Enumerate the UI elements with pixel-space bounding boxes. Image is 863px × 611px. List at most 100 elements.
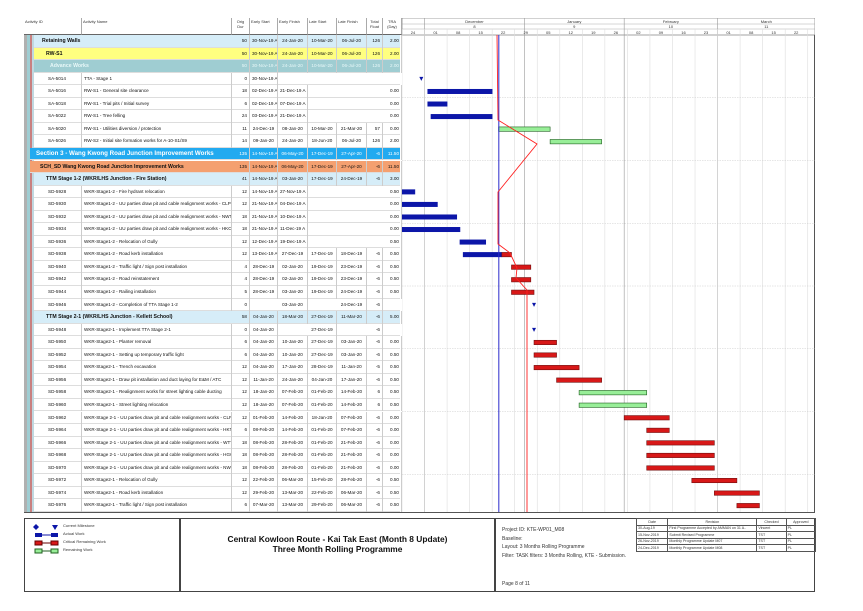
cell-tra: 0.00 (383, 436, 402, 450)
revision-header-row: Date Revision Checked Approved (635, 518, 817, 526)
cell-es: 21-Nov-19 A (250, 210, 278, 224)
cell-ef: 02-Jan-20 (278, 273, 308, 286)
activity-row[interactable] (34, 348, 400, 362)
cell-ef: 21-Dec-19 A (278, 85, 308, 98)
cell-tra: 0.50 (383, 373, 402, 387)
column-header-dur[interactable]: Orig Dur (232, 18, 250, 35)
activity-row[interactable] (34, 223, 400, 236)
activity-row[interactable] (34, 260, 400, 274)
critical-remaining-bar (736, 503, 760, 509)
cell-dur: 24 (232, 110, 250, 123)
column-header-lf[interactable]: Late Finish (337, 18, 367, 35)
cell-lf: 06-Jul-20 (337, 35, 367, 48)
remaining-work-bar (578, 402, 648, 408)
activity-row[interactable] (34, 411, 400, 425)
cell-tra: 0.00 (383, 449, 402, 462)
cell-tra: 2.00 (383, 135, 402, 148)
cell-ls: 10-Mar-20 (308, 60, 337, 73)
activity-row[interactable] (34, 198, 400, 211)
revision-row-empty (637, 577, 816, 584)
cell-es: 21-Nov-19 A (250, 223, 278, 236)
cell-es: 08-Feb-20 (250, 449, 278, 462)
column-header-ef[interactable]: Early Finish (278, 18, 308, 35)
activity-row[interactable] (34, 361, 400, 374)
cell-ls: 27-Dec-19 (308, 323, 337, 337)
cell-dur: 6 (232, 499, 250, 512)
cell-dur: 6 (232, 336, 250, 349)
cell-tf: 126 (367, 47, 383, 61)
week-label: 22 (794, 30, 799, 35)
cell-tra: 0.50 (383, 386, 402, 399)
activity-row[interactable] (34, 235, 400, 249)
activity-row[interactable] (34, 373, 400, 387)
cell-ls: 01-Feb-20 (308, 398, 337, 412)
cell-tra: 3.00 (383, 173, 402, 186)
wbs-summary-row[interactable] (34, 47, 400, 61)
cell-tf: -6 (367, 173, 383, 186)
activity-row[interactable] (34, 436, 400, 450)
activity-row[interactable] (34, 499, 400, 512)
cell-name: WKR-Stage1-2 - Railing installation (82, 286, 232, 299)
column-header-ls[interactable]: Late Start (308, 18, 337, 35)
wbs-summary-row[interactable] (34, 35, 400, 48)
cell-es: 28-Dec-19 (250, 286, 278, 299)
activity-row[interactable] (34, 110, 400, 123)
activity-row[interactable] (34, 286, 400, 299)
cell-name: Retaining Walls (42, 38, 81, 44)
activity-row[interactable] (34, 474, 400, 487)
cell-ls: 01-Feb-20 (308, 449, 337, 462)
column-header-tf[interactable]: Total Float (367, 18, 383, 35)
wbs-summary-row[interactable] (34, 173, 400, 186)
cell-es: 28-Dec-19 (250, 273, 278, 286)
revision-cell: 15-Nov-2019 (635, 531, 669, 539)
column-header-id[interactable]: Activity ID (24, 18, 82, 35)
activity-row[interactable] (34, 336, 400, 349)
wbs-summary-row[interactable] (34, 60, 400, 73)
activity-row[interactable] (34, 185, 400, 199)
activity-row[interactable] (34, 461, 400, 475)
cell-ef: 11-Dec-19 A (278, 223, 308, 236)
activity-row[interactable] (34, 210, 400, 224)
activity-row[interactable] (34, 386, 400, 399)
activity-row[interactable] (34, 424, 400, 437)
cell-es: 13-Dec-19 A (250, 248, 278, 261)
cell-es: 29-Feb-20 (250, 486, 278, 500)
activity-row[interactable] (34, 323, 400, 337)
wbs-summary-row[interactable] (34, 311, 400, 324)
activity-row[interactable] (34, 97, 400, 111)
cell-tra: 0.50 (383, 185, 402, 199)
critical-remaining-bar (533, 339, 557, 345)
filter-name: Filter: TASK filters: 3 Months Rolling, … (502, 552, 627, 559)
cell-es: 18-Jan-20 (250, 398, 278, 412)
cell-ef: 24-Jan-20 (278, 47, 308, 61)
activity-row[interactable] (34, 72, 400, 86)
activity-row[interactable] (34, 85, 400, 98)
actual-work-bar (401, 189, 416, 195)
activity-row[interactable] (34, 122, 400, 136)
activity-row[interactable] (34, 248, 400, 261)
cell-name: SCH_SD Wang Kwong Road Junction Improvem… (40, 163, 184, 170)
cell-tra: 0.00 (383, 210, 402, 224)
activity-row[interactable] (34, 135, 400, 148)
cell-tf: 57 (367, 122, 383, 136)
column-header-name[interactable]: Activity Name (82, 18, 232, 35)
cell-es: 04-Jan-20 (250, 323, 278, 337)
column-header-tra[interactable]: TRA (Day) (383, 18, 402, 35)
revision-header: Date (635, 518, 669, 526)
cell-ef: 28-Feb-20 (278, 436, 308, 450)
cell-ls: 01-Feb-20 (308, 424, 337, 437)
cell-dur: 4 (232, 260, 250, 274)
cell-es: 18-Jan-20 (250, 386, 278, 399)
cell-tra: 0.50 (383, 361, 402, 374)
cell-name: WKR-Stage2-1 - Relocation of Gully (82, 474, 232, 487)
column-header-es[interactable]: Early Start (250, 18, 278, 35)
activity-row[interactable] (34, 398, 400, 412)
cell-id: SD-5948 (34, 323, 82, 337)
cell-es: 14-Nov-19 A (250, 173, 278, 186)
activity-row[interactable] (34, 486, 400, 500)
activity-row[interactable] (34, 449, 400, 462)
activity-row[interactable] (34, 273, 400, 286)
cell-dur: 12 (232, 361, 250, 374)
activity-row[interactable] (34, 298, 400, 312)
cell-tra: 0.50 (383, 260, 402, 274)
